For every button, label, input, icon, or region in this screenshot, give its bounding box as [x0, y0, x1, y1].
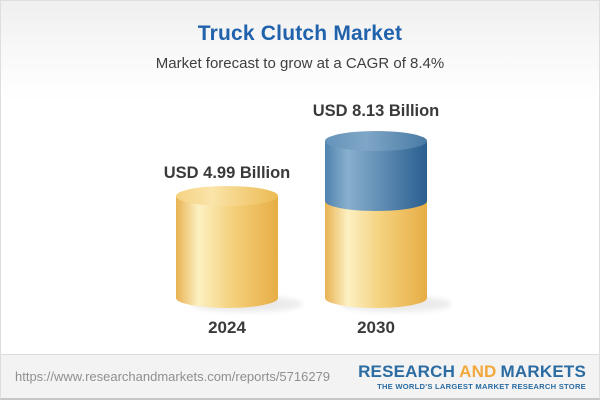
report-url: https://www.researchandmarkets.com/repor…	[15, 369, 331, 384]
bar-2030	[325, 131, 452, 312]
researchandmarkets-logo: RESEARCH AND MARKETS THE WORLD'S LARGEST M…	[358, 363, 586, 391]
logo-word-research: RESEARCH	[358, 361, 456, 381]
logo-word-and: AND	[459, 361, 497, 381]
logo-word-markets: MARKETS	[500, 361, 586, 381]
logo-wordmark: RESEARCH AND MARKETS	[358, 363, 586, 380]
x-axis-label-2030: 2030	[357, 318, 395, 337]
bar-2024	[176, 186, 303, 312]
x-axis-label-2024: 2024	[208, 318, 246, 337]
logo-tagline: THE WORLD'S LARGEST MARKET RESEARCH STOR…	[377, 381, 586, 391]
bar-2030-value-label: USD 8.13 Billion	[313, 102, 440, 120]
bar-2024-value-label: USD 4.99 Billion	[164, 164, 291, 182]
footer-bar: https://www.researchandmarkets.com/repor…	[1, 354, 599, 398]
